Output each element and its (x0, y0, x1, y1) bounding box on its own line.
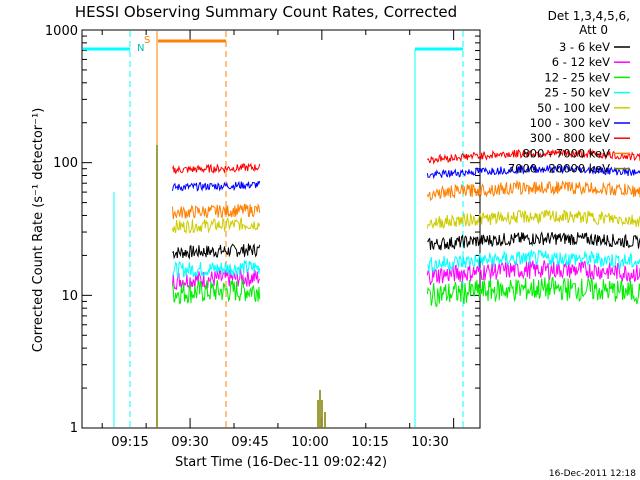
legend-label: 50 - 100 keV (537, 101, 610, 115)
x-tick-label-0945: 09:45 (231, 435, 268, 450)
y-axis-label: Corrected Count Rate (s⁻¹ detector⁻¹) (31, 108, 46, 353)
series-line-800-7000-keV (426, 179, 640, 202)
y-tick-label-1000: 1000 (45, 24, 78, 39)
y-tick-label-10: 10 (61, 289, 78, 304)
timestamp: 16-Dec-2011 12:18 (549, 469, 636, 479)
x-tick-label-1000: 10:00 (291, 435, 328, 450)
flag-label-s: S (144, 35, 150, 46)
series-line-100-300-keV (426, 163, 640, 180)
series-line-800-7000-keV (172, 203, 261, 220)
series-line-300-800-keV (426, 148, 640, 165)
chart-title: HESSI Observing Summary Count Rates, Cor… (75, 3, 457, 21)
legend-label: 300 - 800 keV (530, 131, 610, 145)
data-series (156, 145, 640, 428)
legend-label: 800 - 7000 keV (522, 146, 610, 160)
legend-label: 3 - 6 keV (559, 40, 610, 54)
series-line-12-25-keV (426, 276, 640, 308)
legend-label: 7000 - 20000 keV (508, 162, 610, 176)
series-line-25-50-keV (172, 260, 261, 278)
series-line-50-100-keV (172, 216, 261, 235)
x-axis-label: Start Time (16-Dec-11 09:02:42) (175, 455, 387, 470)
axis-ticks (82, 30, 480, 429)
legend-label: 6 - 12 keV (552, 55, 610, 69)
series-line-3-6-keV (172, 243, 261, 260)
series-line-50-100-keV (426, 209, 640, 230)
x-tick-label-1015: 10:15 (351, 435, 388, 450)
plot-area (81, 29, 481, 429)
legend-header-line2: Att 0 (579, 23, 608, 37)
legend-label: 100 - 300 keV (530, 116, 610, 130)
legend-header-line1: Det 1,3,4,5,6, (548, 9, 630, 23)
series-line-25-50-keV (426, 248, 640, 273)
flag-markers: N S (83, 31, 464, 427)
series-line-6-12-keV (172, 268, 261, 291)
series-line-300-800-keV (172, 162, 261, 174)
y-tick-label-1: 1 (70, 421, 78, 436)
series-line-12-25-keV (172, 278, 261, 305)
legend-label: 12 - 25 keV (544, 70, 610, 84)
legend-label: 25 - 50 keV (544, 86, 610, 100)
x-tick-label-0915: 09:15 (111, 435, 148, 450)
x-tick-label-1030: 10:30 (411, 435, 448, 450)
series-line-3-6-keV (426, 231, 640, 251)
flag-label-n: N (137, 43, 144, 54)
series-line-100-300-keV (172, 180, 261, 192)
y-tick-label-100: 100 (53, 156, 78, 171)
x-tick-label-0930: 09:30 (171, 435, 208, 450)
